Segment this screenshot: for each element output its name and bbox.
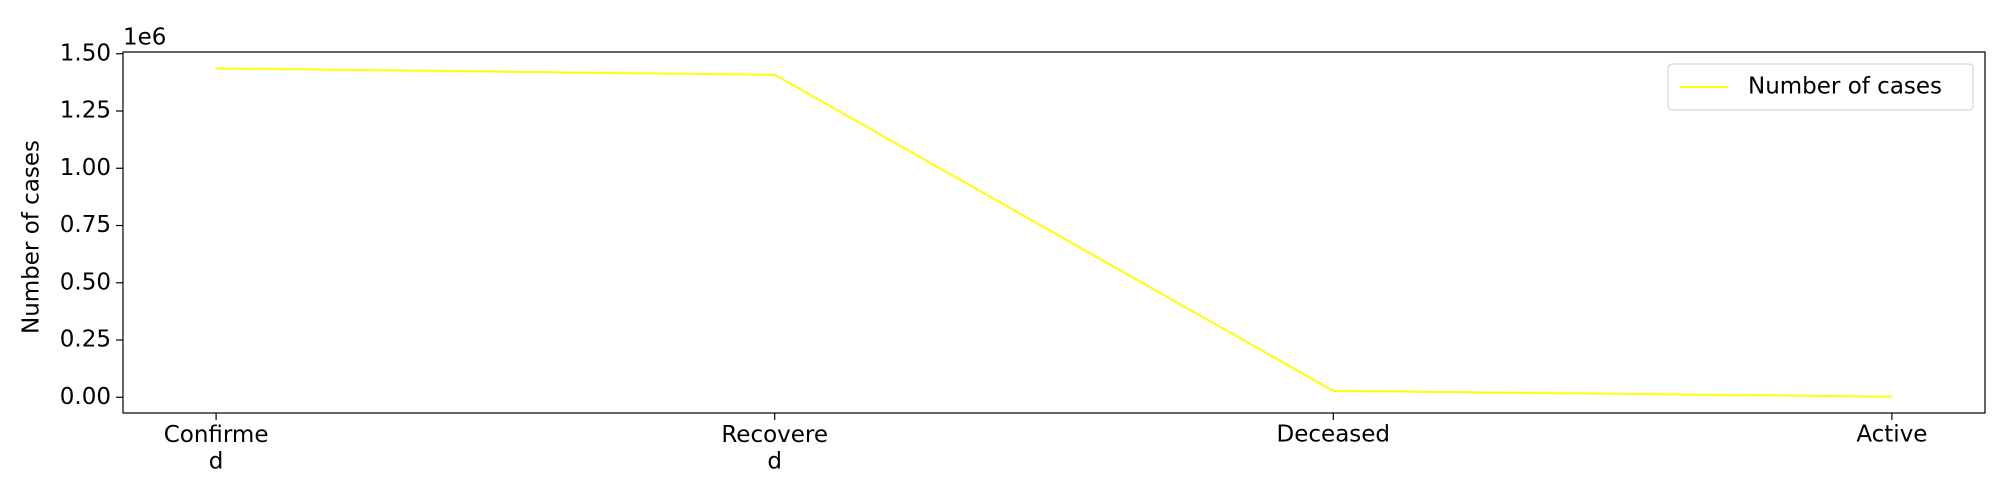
legend-label: Number of cases: [1748, 74, 1942, 100]
y-axis-label: Number of cases: [19, 140, 45, 334]
y-tick-label: 1.00: [60, 155, 111, 181]
x-tick-label: Active: [1856, 422, 1927, 448]
y-tick-label: 1.25: [60, 98, 111, 124]
y-tick-label: 0.50: [60, 269, 111, 295]
x-tick-label: Confirme d: [164, 422, 269, 474]
legend-box: [1667, 63, 1974, 111]
x-tick-label: Recovere d: [721, 422, 828, 474]
y-tick-label: 0.00: [60, 384, 111, 410]
y-offset-label: 1e6: [123, 25, 166, 51]
plot-frame: [122, 51, 1986, 414]
y-tick-label: 1.50: [60, 40, 111, 66]
x-tick-label: Deceased: [1277, 422, 1390, 448]
y-tick-label: 0.75: [60, 212, 111, 238]
data-line: [216, 67, 1892, 398]
y-tick-label: 0.25: [60, 327, 111, 353]
